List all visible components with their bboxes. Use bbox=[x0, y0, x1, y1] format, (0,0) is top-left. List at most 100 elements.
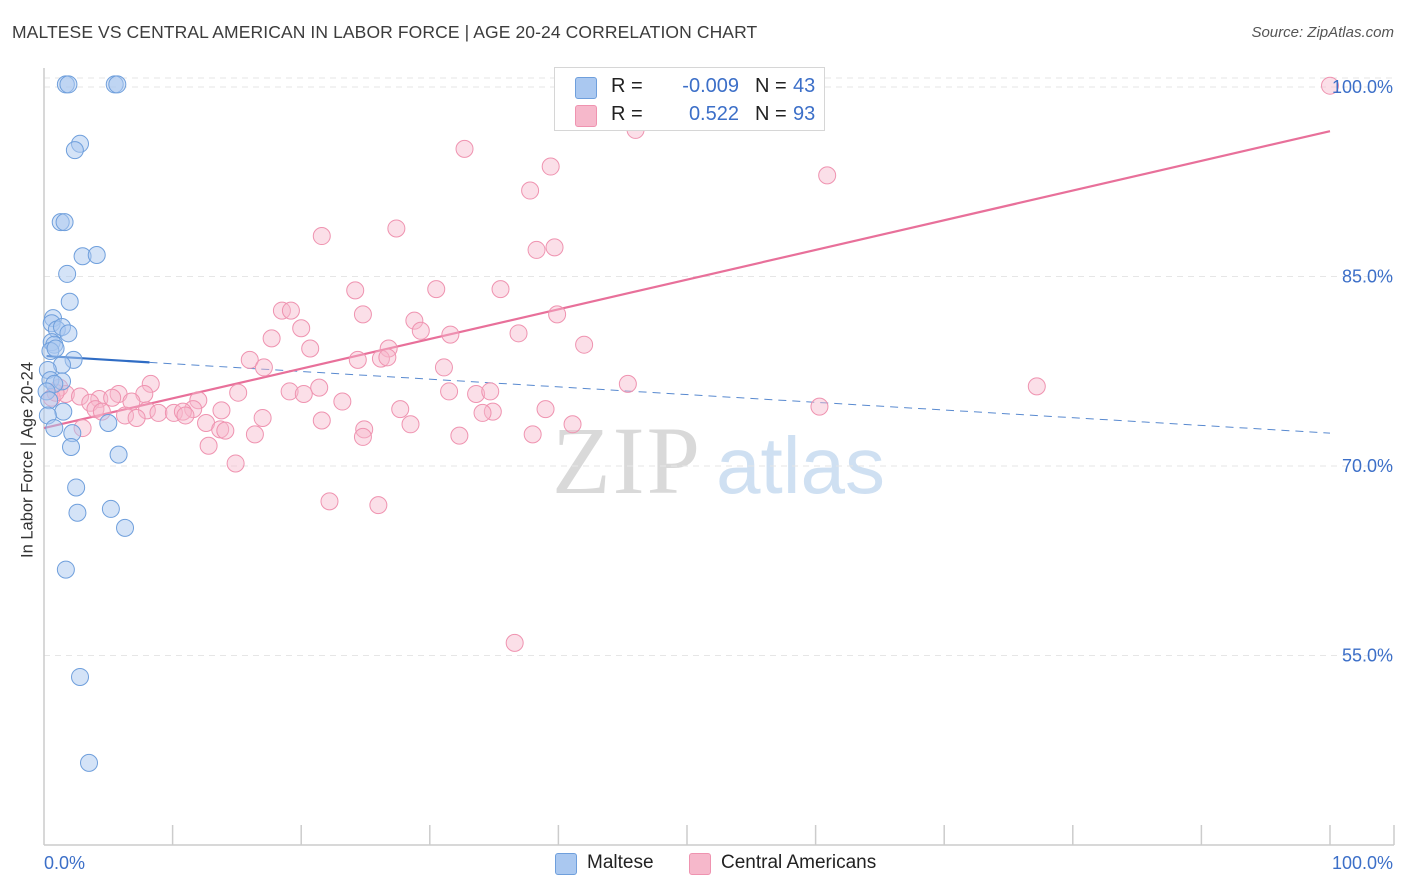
central-americans-point bbox=[401, 415, 420, 434]
maltese-point bbox=[80, 753, 99, 772]
maltese-point bbox=[40, 391, 59, 410]
maltese-point bbox=[71, 667, 90, 686]
legend-label: Central Americans bbox=[721, 852, 877, 873]
central-americans-point bbox=[245, 425, 264, 444]
maltese-point bbox=[108, 75, 127, 94]
central-americans-point bbox=[527, 240, 546, 259]
central-americans-point bbox=[312, 227, 331, 246]
central-americans-point bbox=[481, 382, 500, 401]
r-value: -0.009 bbox=[682, 75, 739, 97]
maltese-trend-extension bbox=[149, 361, 1331, 434]
n-label: N = bbox=[755, 103, 787, 125]
maltese-point bbox=[45, 419, 64, 438]
maltese-point bbox=[101, 499, 120, 518]
maltese-point bbox=[60, 292, 79, 311]
central-americans-point bbox=[141, 374, 160, 393]
central-americans-point bbox=[1027, 377, 1046, 396]
axes bbox=[43, 68, 1395, 846]
x-tick-label: 0.0% bbox=[44, 853, 85, 873]
watermark: ZIP atlas bbox=[552, 405, 885, 516]
watermark-zip: ZIP bbox=[552, 407, 702, 514]
central-americans-point bbox=[818, 166, 837, 185]
central-americans-point bbox=[541, 157, 560, 176]
x-tick-label: 100.0% bbox=[1332, 853, 1393, 873]
central-americans-point bbox=[505, 633, 524, 652]
central-americans-point bbox=[455, 139, 474, 158]
maltese-swatch bbox=[555, 853, 577, 875]
central-americans-point bbox=[312, 411, 331, 430]
central-americans-point bbox=[545, 238, 564, 257]
central-americans-point bbox=[491, 280, 510, 299]
maltese-swatch bbox=[575, 77, 597, 99]
y-tick-label: 70.0% bbox=[1342, 456, 1393, 476]
maltese-point bbox=[65, 141, 84, 160]
central-americans-point bbox=[434, 358, 453, 377]
central-americans-swatch bbox=[575, 105, 597, 127]
maltese-point bbox=[59, 75, 78, 94]
x-tick-labels: 0.0% 100.0% bbox=[44, 853, 1393, 873]
central-americans-point bbox=[254, 358, 273, 377]
central-americans-point bbox=[240, 350, 259, 369]
y-tick-label: 85.0% bbox=[1342, 266, 1393, 286]
stats-legend: R = -0.009 N = 43 R = 0.522 N = 93 bbox=[554, 67, 825, 131]
maltese-point bbox=[54, 402, 73, 421]
y-tick-labels: 55.0% 70.0% 85.0% 100.0% bbox=[1332, 77, 1393, 666]
maltese-points bbox=[37, 75, 135, 772]
central-americans-point bbox=[116, 406, 135, 425]
watermark-atlas: atlas bbox=[716, 421, 885, 510]
central-americans-point bbox=[320, 492, 339, 511]
central-americans-trend-line bbox=[43, 130, 1331, 430]
chart-title: MALTESE VS CENTRAL AMERICAN IN LABOR FOR… bbox=[12, 22, 758, 42]
maltese-point bbox=[67, 478, 86, 497]
central-americans-point bbox=[387, 219, 406, 238]
r-label: R = bbox=[611, 75, 643, 97]
maltese-point bbox=[116, 518, 135, 537]
central-americans-point bbox=[71, 387, 90, 406]
central-americans-point bbox=[548, 305, 567, 324]
central-americans-point bbox=[253, 408, 272, 427]
n-label: N = bbox=[755, 75, 787, 97]
central-americans-point bbox=[371, 349, 390, 368]
central-americans-point bbox=[440, 382, 459, 401]
central-americans-point bbox=[353, 427, 372, 446]
central-americans-point bbox=[301, 339, 320, 358]
central-americans-point bbox=[536, 400, 555, 419]
central-americans-point bbox=[450, 426, 469, 445]
central-americans-point bbox=[184, 400, 203, 419]
central-americans-point bbox=[467, 384, 486, 403]
central-americans-point bbox=[378, 348, 397, 367]
central-americans-point bbox=[575, 335, 594, 354]
central-americans-point bbox=[294, 384, 313, 403]
r-value: 0.522 bbox=[688, 103, 739, 125]
central-americans-point bbox=[280, 382, 299, 401]
central-americans-points bbox=[42, 75, 1339, 652]
central-americans-point bbox=[1321, 76, 1339, 95]
central-americans-point bbox=[411, 321, 430, 340]
central-americans-point bbox=[127, 408, 146, 427]
maltese-point bbox=[87, 245, 106, 264]
central-americans-point bbox=[226, 454, 245, 473]
legend-label: Maltese bbox=[587, 852, 654, 873]
maltese-point bbox=[55, 213, 74, 232]
series-legend: Maltese Central Americans bbox=[0, 852, 1406, 876]
central-americans-point bbox=[189, 391, 208, 410]
central-americans-point bbox=[216, 421, 235, 440]
central-americans-point bbox=[369, 496, 388, 515]
central-americans-point bbox=[229, 383, 248, 402]
central-americans-point bbox=[333, 392, 352, 411]
central-americans-point bbox=[509, 324, 528, 343]
maltese-point bbox=[68, 503, 87, 522]
maltese-point bbox=[109, 445, 128, 464]
central-americans-point bbox=[427, 280, 446, 299]
maltese-point bbox=[46, 339, 65, 358]
central-americans-point bbox=[391, 400, 410, 419]
central-americans-point bbox=[149, 403, 168, 422]
y-tick-label: 100.0% bbox=[1332, 77, 1393, 97]
n-value: 93 bbox=[793, 103, 816, 125]
central-americans-point bbox=[292, 319, 311, 338]
central-americans-point bbox=[810, 397, 829, 416]
maltese-point bbox=[58, 264, 77, 283]
central-americans-point bbox=[521, 181, 540, 200]
central-americans-point bbox=[355, 420, 374, 439]
